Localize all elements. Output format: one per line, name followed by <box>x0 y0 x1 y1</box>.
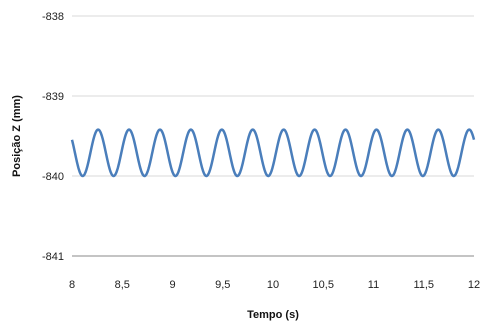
x-axis-ticks: 8 8,5 9 9,5 10 10,5 11 11,5 12 <box>69 279 480 291</box>
y-axis-title: Posição Z (mm) <box>11 95 23 177</box>
series-line-0 <box>70 128 476 178</box>
y-tick-label: -838 <box>42 11 64 23</box>
x-tick-label: 11,5 <box>413 279 434 291</box>
y-tick-label: -841 <box>42 251 64 263</box>
y-tick-label: -839 <box>42 91 64 103</box>
y-tick-label: -840 <box>42 171 64 183</box>
series-layer <box>70 128 476 178</box>
x-tick-label: 11 <box>368 279 379 291</box>
x-tick-label: 9,5 <box>215 279 230 291</box>
x-tick-label: 8,5 <box>115 279 130 291</box>
x-tick-label: 8 <box>69 279 75 291</box>
x-tick-label: 10 <box>267 279 279 291</box>
y-axis-ticks: -838 -839 -840 -841 <box>42 11 64 263</box>
x-axis-title: Tempo (s) <box>247 309 299 321</box>
x-tick-label: 9 <box>169 279 175 291</box>
x-tick-label: 10,5 <box>313 279 334 291</box>
grid-lines <box>72 15 474 177</box>
x-tick-label: 12 <box>468 279 480 291</box>
